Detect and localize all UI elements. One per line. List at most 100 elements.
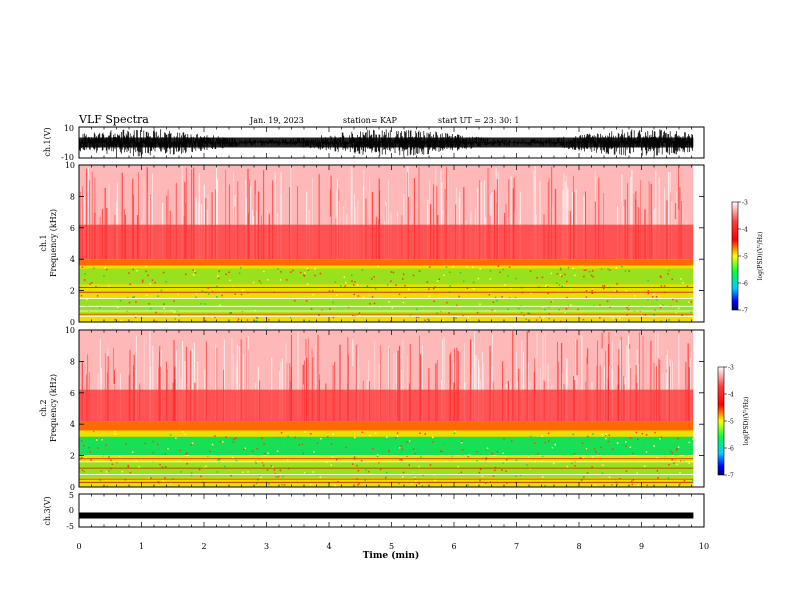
- spectrogram-speckle: [307, 269, 309, 271]
- spectrogram-speckle: [654, 438, 657, 441]
- spectrogram-speckle: [386, 436, 388, 438]
- spectrogram-speckle: [303, 274, 305, 276]
- spectrogram-speckle: [173, 311, 176, 313]
- spectrogram-speckle: [479, 468, 482, 471]
- spectrogram-speckle: [472, 288, 475, 290]
- spectrogram-speckle: [484, 482, 487, 484]
- spectrogram-speckle: [591, 289, 593, 292]
- spectrogram-speckle: [223, 465, 226, 468]
- spectrogram-speckle: [299, 271, 302, 274]
- spectrogram-speckle: [600, 268, 603, 270]
- spectrogram-speckle: [308, 320, 311, 322]
- ch3-waveform-panel: 5 0 -5 ch.3(V): [43, 491, 705, 531]
- spectrogram-speckle: [485, 458, 487, 461]
- spectrogram-speckle: [101, 438, 103, 441]
- spectrogram-speckle: [232, 456, 234, 459]
- spectrogram-speckle: [439, 450, 442, 453]
- spectrogram-speckle: [492, 301, 495, 303]
- spectrogram-speckle: [491, 452, 493, 455]
- spectrogram-speckle: [399, 458, 401, 461]
- spectrogram-speckle: [332, 316, 335, 319]
- spectrogram-speckle: [677, 437, 679, 440]
- spectrogram-speckle: [628, 270, 630, 272]
- spectrogram-speckle: [358, 312, 361, 314]
- spectrogram-speckle: [373, 276, 375, 278]
- spectrogram-speckle: [583, 269, 586, 271]
- spectrogram-speckle: [214, 316, 216, 318]
- spectrogram-speckle: [507, 308, 509, 310]
- spectrogram-speckle: [175, 437, 177, 439]
- spectrogram-speckle: [417, 316, 420, 319]
- spectrogram-speckle: [388, 449, 390, 452]
- ch3-waveform-ytick-top: 5: [69, 491, 74, 500]
- time-axis: 0 1 2 3 4 5 6 7 8 9 10: [76, 127, 709, 551]
- spectrogram-speckle: [682, 282, 684, 284]
- spectrogram-speckle: [261, 461, 264, 464]
- spectrogram-speckle: [647, 279, 649, 282]
- spectrogram-speckle: [632, 479, 635, 481]
- spectrogram-speckle: [207, 287, 209, 289]
- ch2-colorbar-scale: [717, 366, 725, 476]
- spectrogram-speckle: [198, 468, 201, 471]
- spectrogram-speckle: [99, 479, 102, 481]
- ch2-spectrum-ytick-label: 4: [70, 420, 75, 429]
- spectrogram-speckle: [256, 317, 259, 320]
- spectrogram-speckle: [608, 434, 611, 436]
- spectrogram-speckle: [266, 279, 269, 281]
- ch2-spectrogram-image: [79, 330, 704, 487]
- spectrogram-speckle: [653, 314, 655, 316]
- spectrogram-speckle: [114, 318, 116, 321]
- spectrogram-speckle: [415, 480, 417, 482]
- spectrogram-speckle: [595, 451, 597, 453]
- spectrogram-speckle: [328, 290, 331, 292]
- spectrogram-speckle: [401, 459, 403, 461]
- spectrogram-speckle: [378, 306, 381, 308]
- ch1-colorbar-tick-label: -4: [742, 227, 748, 234]
- spectrogram-speckle: [428, 295, 431, 298]
- spectrogram-speckle: [91, 282, 93, 284]
- spectrogram-speckle: [160, 289, 163, 292]
- spectrogram-speckle: [157, 481, 159, 483]
- spectrogram-speckle: [659, 438, 661, 440]
- spectrogram-speckle: [502, 452, 504, 454]
- spectrogram-speckle: [544, 484, 546, 487]
- spectrogram-speckle: [204, 444, 207, 447]
- spectrogram-speckle: [600, 446, 602, 449]
- spectrogram-speckle: [237, 320, 239, 322]
- spectrogram-speckle: [581, 442, 584, 445]
- spectrogram-speckle: [351, 280, 353, 282]
- spectrogram-speckle: [509, 287, 512, 289]
- spectrogram-speckle: [671, 298, 674, 301]
- spectrogram-speckle: [585, 296, 588, 298]
- spectrogram-speckle: [347, 306, 350, 308]
- spectrogram-speckle: [344, 285, 346, 287]
- spectrogram-speckle: [657, 476, 659, 479]
- spectrogram-speckle: [354, 436, 356, 439]
- spectrogram-speckle: [607, 440, 610, 443]
- spectrogram-speckle: [128, 272, 130, 274]
- spectrogram-speckle: [418, 270, 421, 272]
- spectrogram-speckle: [238, 272, 241, 274]
- spectrogram-speckle: [230, 474, 232, 477]
- spectrogram-speckle: [92, 430, 95, 433]
- ch2-spectrum-ytick-label: 6: [70, 389, 75, 398]
- spectrogram-speckle: [229, 312, 231, 314]
- spectrogram-speckle: [116, 461, 118, 464]
- spectrogram-speckle: [275, 476, 278, 478]
- spectrogram-speckle: [286, 459, 289, 461]
- spectrogram-speckle: [679, 460, 682, 462]
- spectrogram-speckle: [371, 296, 374, 298]
- spectrogram-speckle: [426, 281, 429, 283]
- spectrogram-speckle: [545, 284, 548, 287]
- spectrogram-speckle: [445, 266, 448, 268]
- spectrogram-speckle: [378, 461, 380, 464]
- spectrogram-speckle: [671, 459, 673, 461]
- spectrogram-speckle: [129, 471, 132, 474]
- spectrogram-speckle: [442, 443, 445, 445]
- spectrogram-speckle: [453, 432, 456, 435]
- spectrogram-speckle: [429, 464, 432, 466]
- spectrogram-speckle: [615, 318, 617, 321]
- spectrogram-speckle: [515, 277, 517, 280]
- spectrogram-speckle: [625, 470, 628, 472]
